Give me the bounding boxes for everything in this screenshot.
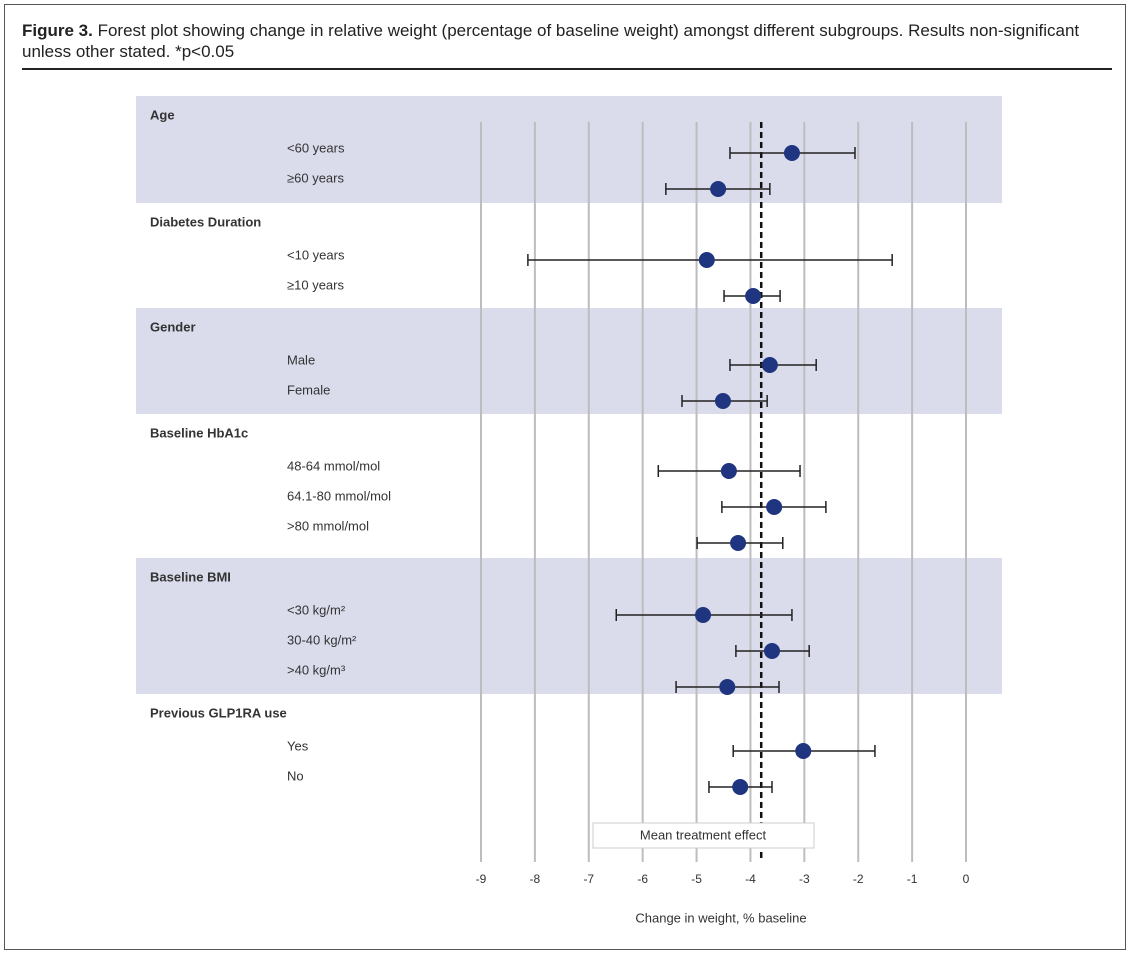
x-tick-label: -5	[691, 872, 702, 886]
row-label: Male	[287, 352, 315, 367]
point	[695, 607, 712, 623]
group-label: Diabetes Duration	[150, 214, 261, 229]
group-band	[136, 96, 1002, 203]
row-label: 48-64 mmol/mol	[287, 458, 380, 473]
x-tick-label: -1	[907, 872, 918, 886]
legend-box	[592, 822, 815, 849]
x-tick-label: -6	[637, 872, 648, 886]
caption: Figure 3. Forest plot showing change in …	[22, 20, 1102, 62]
legend-label: Mean treatment effect	[640, 827, 767, 842]
point	[710, 181, 727, 197]
row-label: >80 mmol/mol	[287, 518, 369, 533]
row-label: Yes	[287, 738, 309, 753]
row-label: 30-40 kg/m²	[287, 632, 357, 647]
caption-rule	[22, 68, 1112, 70]
x-tick-label: 0	[963, 872, 970, 886]
point	[732, 779, 749, 795]
row-label: <60 years	[287, 140, 345, 155]
point	[761, 357, 778, 373]
row-label: Female	[287, 382, 330, 397]
x-tick-label: -8	[530, 872, 541, 886]
row-label: 64.1-80 mmol/mol	[287, 488, 391, 503]
group-label: Age	[150, 107, 175, 122]
point	[719, 679, 736, 695]
group-band	[136, 308, 1002, 414]
point	[714, 393, 731, 409]
point	[795, 743, 812, 759]
row-label: ≥60 years	[287, 170, 344, 185]
caption-text: Forest plot showing change in relative w…	[22, 21, 1080, 61]
x-tick-label: -2	[853, 872, 864, 886]
point	[745, 288, 762, 304]
x-tick-label: -3	[799, 872, 810, 886]
group-label: Previous GLP1RA use	[150, 705, 287, 720]
figure-frame	[4, 4, 1126, 950]
x-tick-label: -7	[583, 872, 594, 886]
row-label: <30 kg/m²	[287, 602, 346, 617]
point	[766, 499, 783, 515]
x-tick-label: -4	[745, 872, 756, 886]
x-tick-label: -9	[476, 872, 487, 886]
row-label: ≥10 years	[287, 277, 344, 292]
point	[698, 252, 715, 268]
row-label: <10 years	[287, 247, 345, 262]
point	[730, 535, 747, 551]
group-label: Baseline HbA1c	[150, 425, 248, 440]
bands	[136, 96, 1002, 694]
group-band	[136, 558, 1002, 694]
x-axis-label: Change in weight, % baseline	[635, 910, 806, 925]
row-label: >40 kg/m³	[287, 662, 346, 677]
group-label: Gender	[150, 319, 196, 334]
point	[720, 463, 737, 479]
point	[783, 145, 800, 161]
point	[764, 643, 780, 659]
figure-label: Figure 3.	[22, 21, 93, 40]
row-label: No	[287, 768, 304, 783]
group-label: Baseline BMI	[150, 569, 231, 584]
